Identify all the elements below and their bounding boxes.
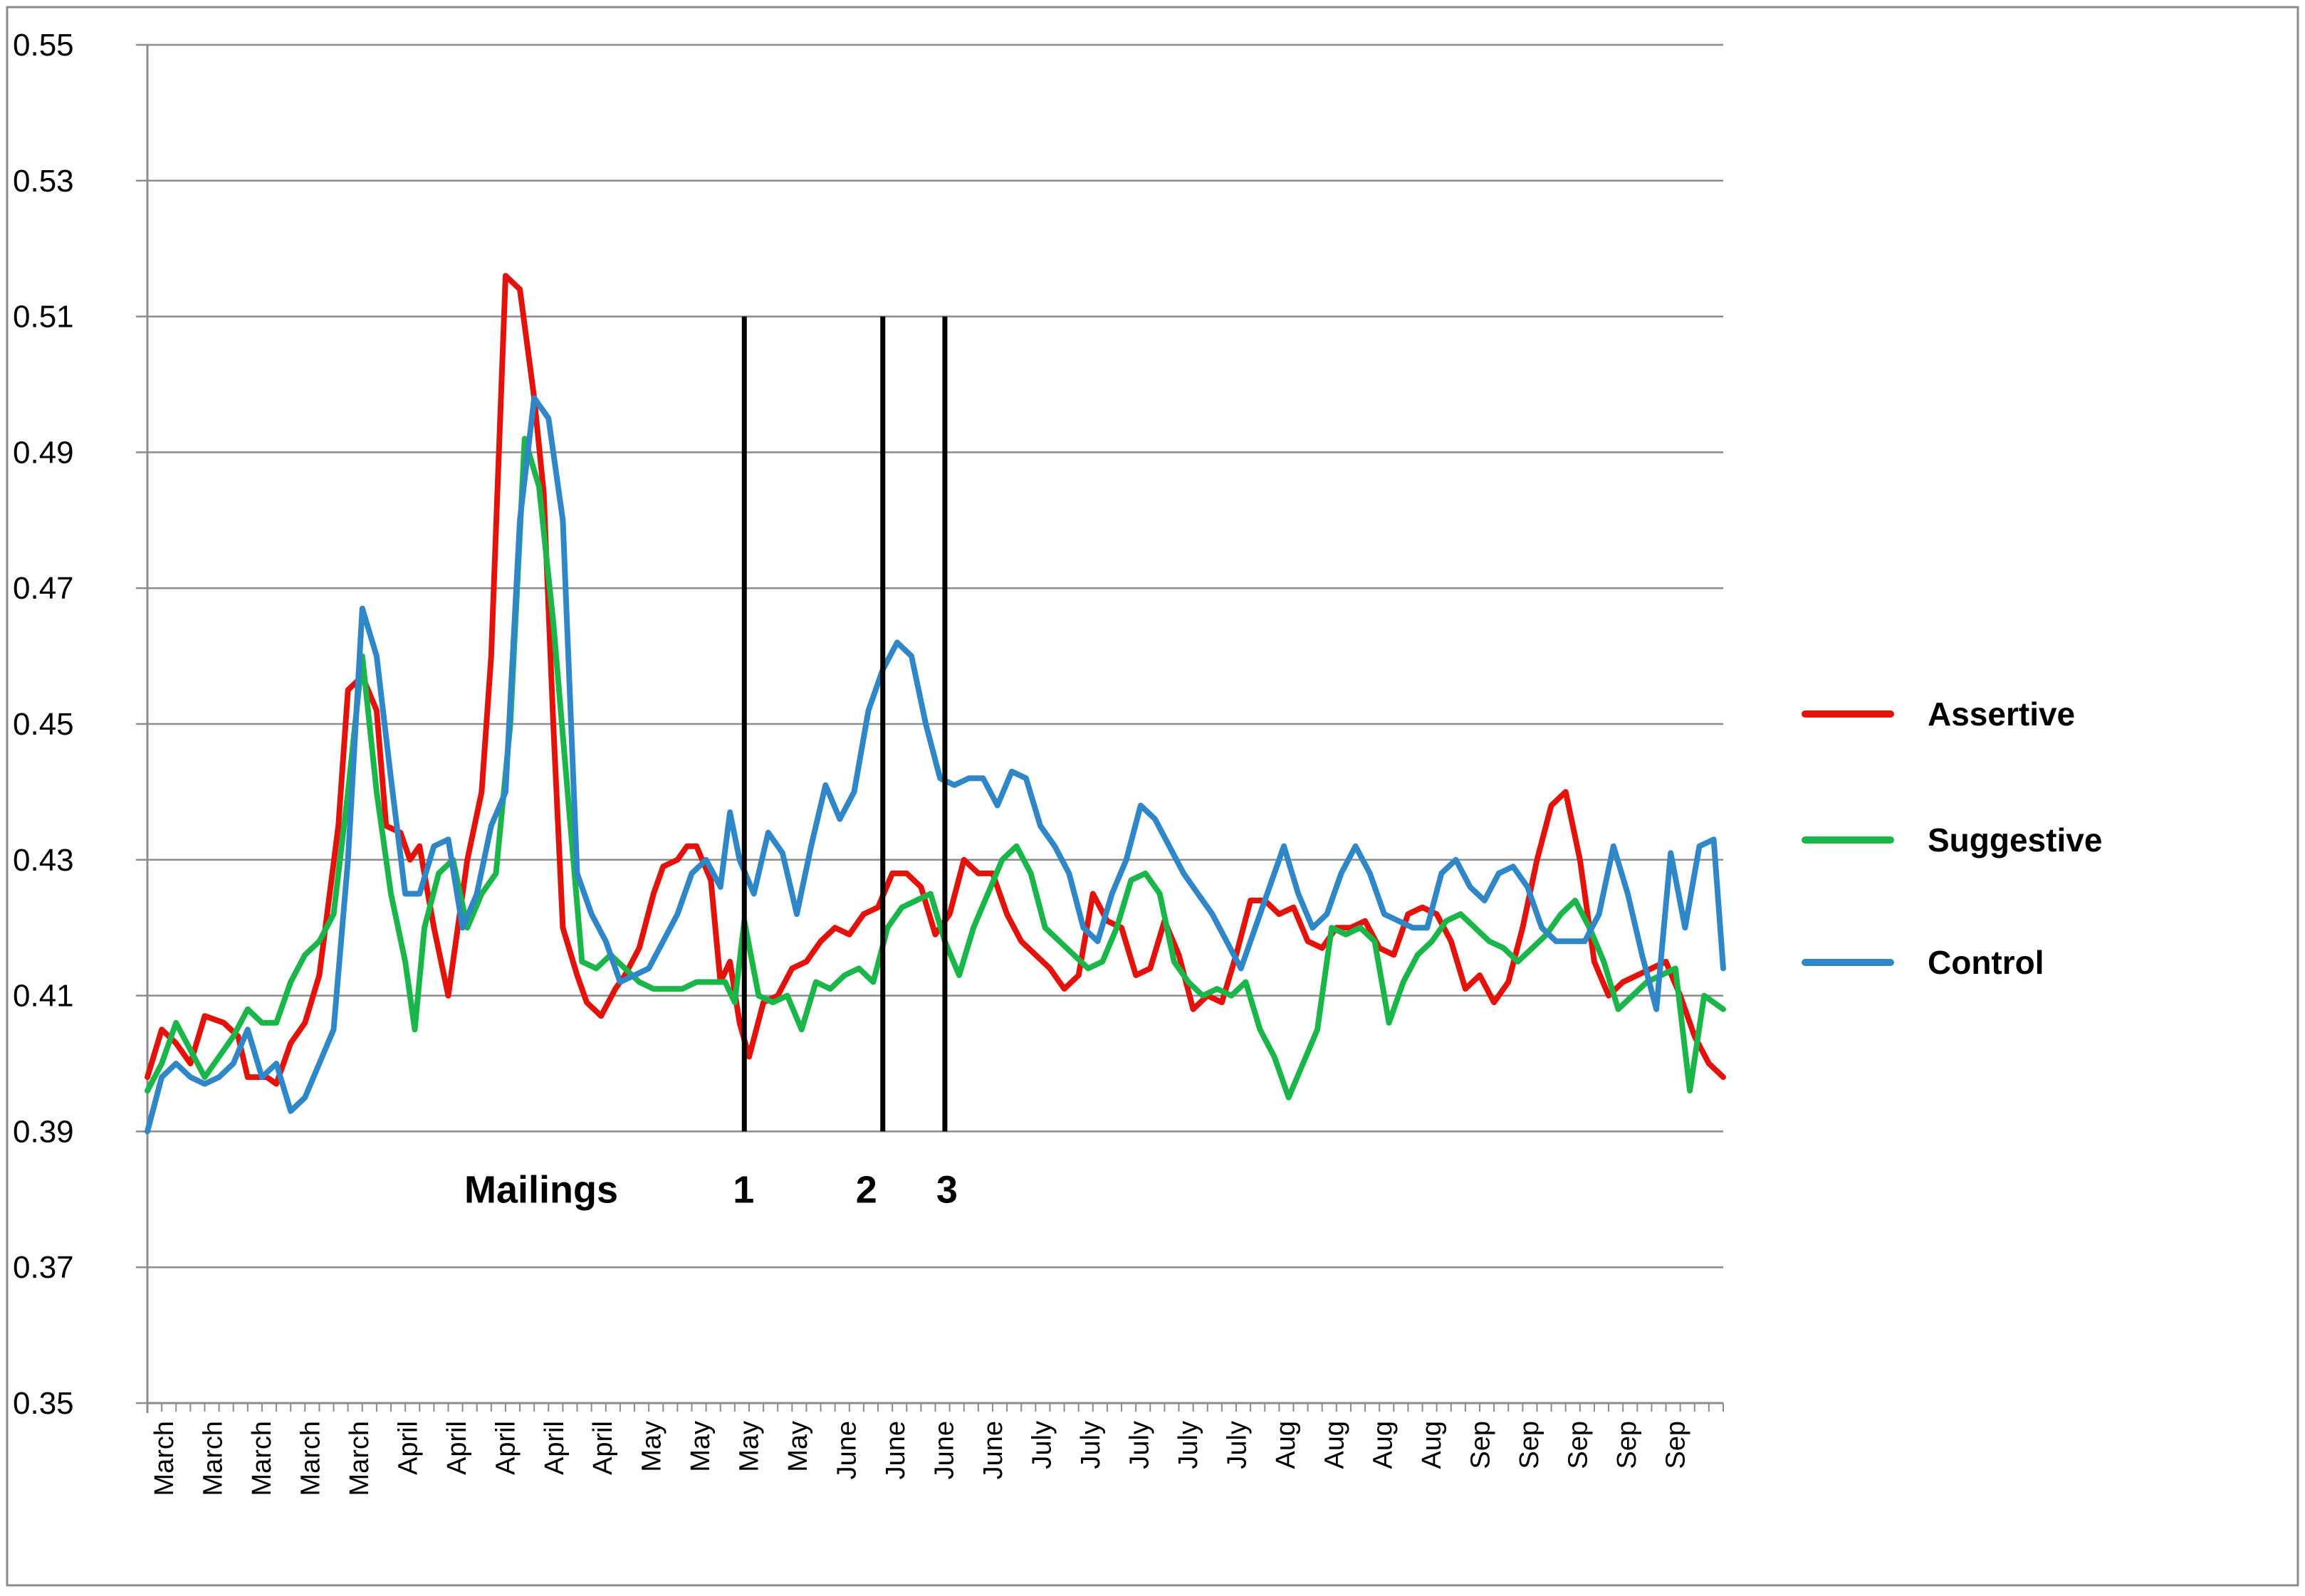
mailing-number-1: 1 — [733, 1168, 754, 1211]
legend-entry-assertive: Assertive — [1928, 695, 2075, 733]
axes: 0.35 0.37 0.39 0.41 0.43 0.45 0.47 0.49 0.51 0.53… — [13, 28, 1724, 1496]
x-tick-label: April — [540, 1421, 570, 1475]
x-tick-label: July — [1124, 1421, 1154, 1469]
x-tick-label: July — [1027, 1421, 1057, 1469]
x-tick-label: Aug — [1369, 1421, 1399, 1469]
gridlines — [147, 43, 1723, 1269]
mailing-markers: Mailings 1 2 3 — [464, 316, 958, 1211]
y-tick-label: 0.47 — [13, 571, 74, 606]
chart-border — [6, 6, 2299, 1587]
y-tick-label: 0.41 — [13, 979, 74, 1014]
x-tick-label: Sep — [1564, 1421, 1594, 1469]
y-tick-label: 0.43 — [13, 843, 74, 878]
mailing-number-3: 3 — [936, 1168, 958, 1211]
y-tick-label: 0.45 — [13, 707, 74, 742]
x-tick-label: April — [491, 1421, 521, 1475]
x-tick-label: June — [881, 1421, 911, 1479]
x-tick-label: June — [832, 1421, 862, 1479]
y-tick-label: 0.39 — [13, 1114, 74, 1149]
y-tick-label: 0.53 — [13, 164, 74, 199]
legend-entry-control: Control — [1928, 944, 2044, 981]
x-tick-label: July — [1076, 1421, 1106, 1469]
x-tick-label: Aug — [1319, 1421, 1349, 1469]
y-tick-label: 0.37 — [13, 1250, 74, 1285]
x-tick-label: May — [686, 1421, 716, 1472]
x-tick-label: Aug — [1417, 1421, 1447, 1469]
x-tick-label: July — [1222, 1421, 1252, 1469]
y-tick-label: 0.35 — [13, 1386, 74, 1421]
x-tick-label: April — [588, 1421, 618, 1475]
x-tick-label: May — [735, 1421, 765, 1472]
y-tick-label: 0.55 — [13, 28, 74, 63]
y-tick-label: 0.49 — [13, 435, 74, 470]
x-tick-label: May — [783, 1421, 813, 1472]
x-tick-label: March — [247, 1421, 277, 1496]
x-tick-label: July — [1174, 1421, 1203, 1469]
legend: Assertive Suggestive Control — [1802, 695, 2102, 981]
x-tick-label: March — [198, 1421, 228, 1496]
x-tick-label: June — [978, 1421, 1008, 1479]
x-tick-label: Sep — [1466, 1421, 1496, 1469]
legend-entry-suggestive: Suggestive — [1928, 821, 2102, 859]
series-line-suggestive — [145, 436, 1726, 1101]
x-tick-label: June — [930, 1421, 960, 1479]
x-tick-label: Aug — [1271, 1421, 1301, 1469]
x-tick-label: Sep — [1612, 1421, 1642, 1469]
y-tick-label: 0.51 — [13, 300, 74, 335]
x-tick-label: March — [345, 1421, 375, 1496]
x-tick-label: May — [637, 1421, 667, 1472]
x-tick-label: April — [393, 1421, 423, 1475]
x-tick-label: March — [296, 1421, 325, 1496]
x-tick-label: April — [442, 1421, 472, 1475]
series-line-control — [145, 395, 1726, 1135]
x-tick-label: March — [150, 1421, 179, 1496]
mailing-number-2: 2 — [856, 1168, 877, 1211]
x-tick-label: Sep — [1515, 1421, 1544, 1469]
x-tick-label: Sep — [1661, 1421, 1691, 1469]
mailings-label: Mailings — [464, 1168, 618, 1211]
